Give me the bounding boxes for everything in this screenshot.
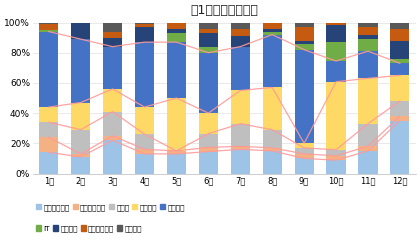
Bar [71,130,90,154]
Bar [262,130,282,148]
Bar [39,152,58,174]
Bar [262,87,282,130]
Bar [390,101,410,116]
Bar [231,149,250,174]
Bar [231,124,250,146]
Bar [390,75,410,101]
Bar [103,136,122,140]
Bar [294,44,314,50]
Bar [103,22,122,32]
Bar [103,47,122,89]
Bar [199,22,218,29]
Bar [167,98,186,151]
Bar [231,22,250,28]
Bar [199,152,218,174]
Title: 図1：炎上対象区分: 図1：炎上対象区分 [190,4,258,17]
Bar [167,42,186,98]
Bar [231,47,250,90]
Bar [71,154,90,157]
Bar [103,38,122,47]
Bar [71,102,90,130]
Bar [390,22,410,28]
Bar [103,32,122,38]
Bar [167,154,186,174]
Bar [294,22,314,27]
Bar [294,154,314,158]
Bar [358,27,378,34]
Bar [39,32,58,107]
Bar [262,148,282,151]
Bar [135,134,154,149]
Bar [326,150,346,156]
Bar [262,34,282,87]
Bar [390,28,410,41]
Bar [135,22,154,24]
Bar [294,50,314,143]
Bar [199,113,218,134]
Bar [358,78,378,124]
Bar [135,27,154,42]
Bar [326,61,346,82]
Bar [39,137,58,152]
Bar [262,32,282,34]
Bar [103,112,122,136]
Bar [71,39,90,102]
Bar [39,122,58,137]
Bar [358,34,378,39]
Bar [358,39,378,51]
Bar [294,143,314,148]
Bar [135,42,154,107]
Bar [39,22,58,24]
Bar [358,151,378,174]
Bar [262,151,282,174]
Bar [390,63,410,75]
Bar [294,27,314,41]
Bar [390,59,410,63]
Bar [262,28,282,32]
Bar [103,89,122,112]
Bar [167,28,186,33]
Bar [103,140,122,174]
Bar [199,134,218,147]
Bar [135,107,154,134]
Bar [326,82,346,150]
Bar [199,33,218,47]
Bar [358,51,378,78]
Bar [167,33,186,42]
Bar [231,90,250,124]
Bar [135,24,154,27]
Bar [39,24,58,30]
Bar [358,146,378,151]
Bar [390,116,410,121]
Bar [231,146,250,149]
Bar [167,22,186,28]
Bar [326,22,346,26]
Bar [294,148,314,154]
Bar [199,29,218,33]
Bar [199,53,218,113]
Bar [71,22,90,39]
Bar [358,124,378,146]
Bar [294,41,314,44]
Bar [358,22,378,27]
Bar [231,36,250,47]
Bar [326,42,346,61]
Bar [390,121,410,174]
Bar [199,147,218,152]
Legend: IT, インフラ, 自治体・団体, 教育機関: IT, インフラ, 自治体・団体, 教育機関 [37,226,142,232]
Bar [167,151,186,154]
Bar [199,47,218,53]
Bar [135,154,154,174]
Bar [135,149,154,154]
Bar [262,22,282,28]
Bar [231,28,250,36]
Bar [326,156,346,160]
Bar [326,26,346,42]
Bar [390,41,410,59]
Bar [39,30,58,32]
Bar [294,158,314,174]
Bar [39,107,58,122]
Bar [71,157,90,174]
Bar [326,160,346,174]
